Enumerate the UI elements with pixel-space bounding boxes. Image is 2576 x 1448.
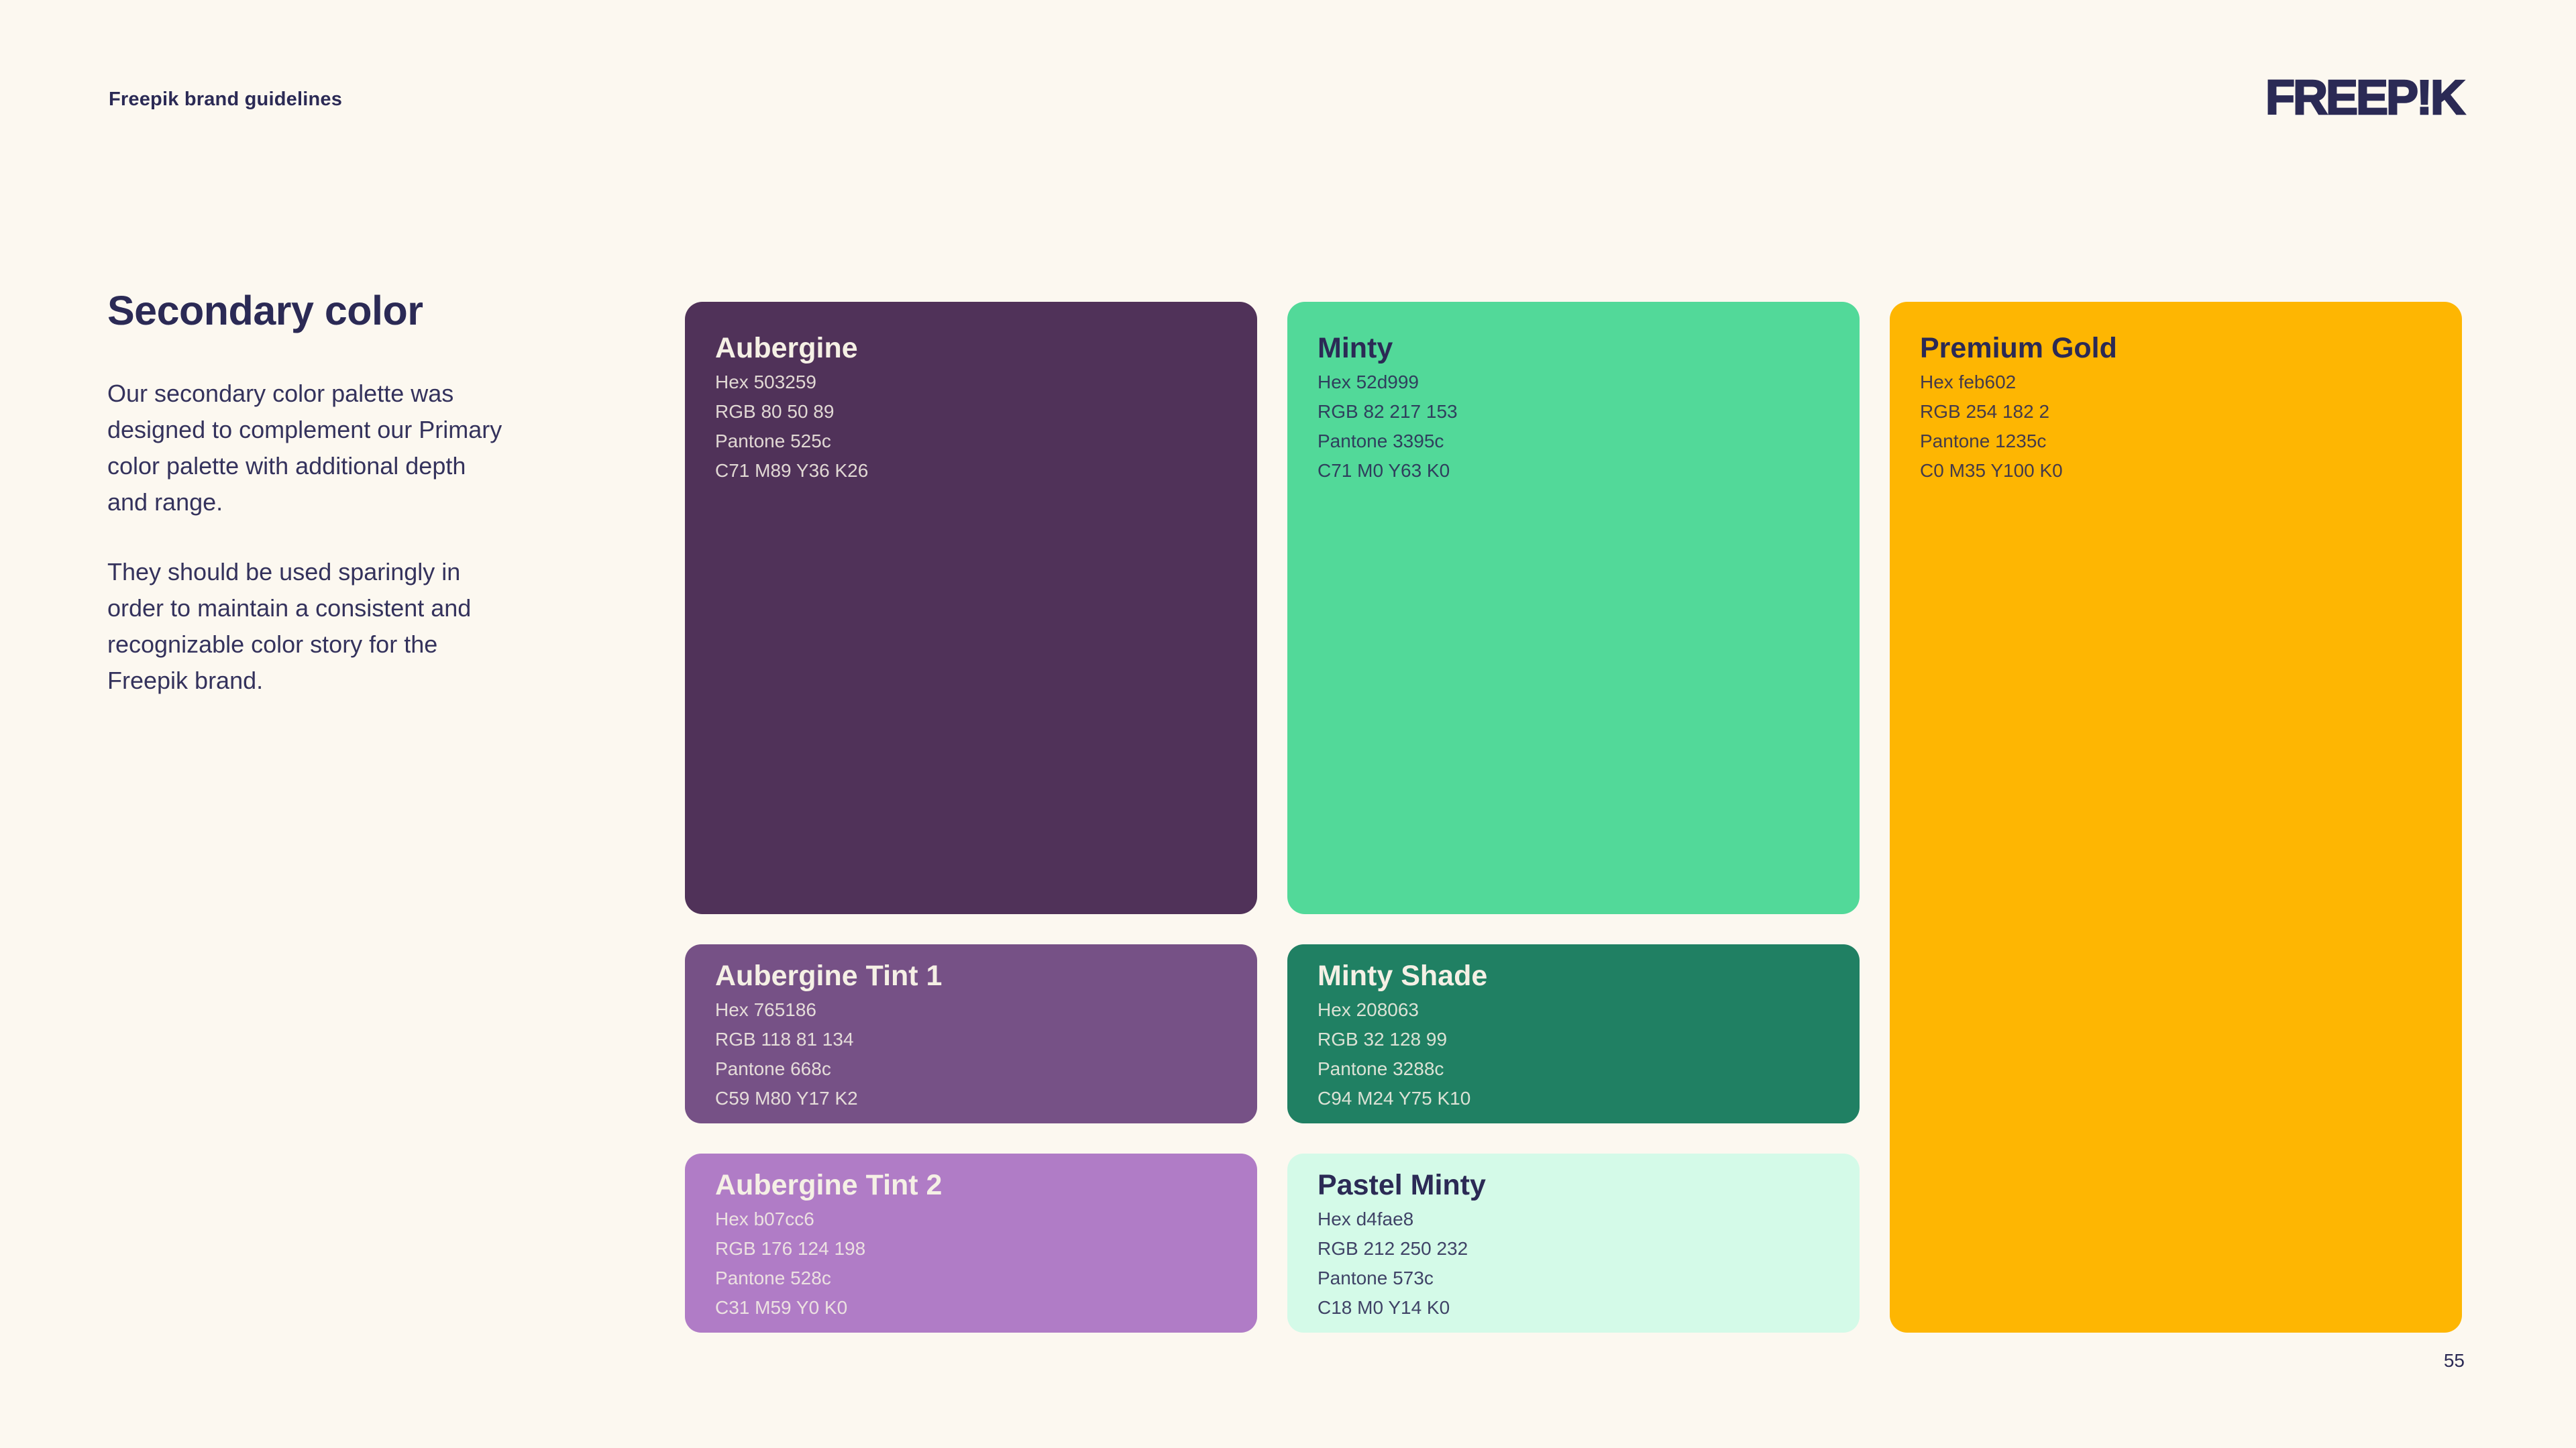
color-pantone: Pantone 573c <box>1318 1268 1434 1288</box>
color-cmyk: C18 M0 Y14 K0 <box>1318 1297 1450 1318</box>
color-rgb: RGB 254 182 2 <box>1920 401 2050 422</box>
color-cmyk: C94 M24 Y75 K10 <box>1318 1088 1471 1109</box>
intro-paragraph-2: They should be used sparingly in order t… <box>107 558 472 694</box>
color-card-aubergine-tint-1: Aubergine Tint 1 Hex 765186 RGB 118 81 1… <box>685 944 1257 1123</box>
freepik-logo: FREEP!K <box>2265 71 2467 125</box>
color-pantone: Pantone 528c <box>715 1268 831 1288</box>
color-pantone: Pantone 668c <box>715 1058 831 1079</box>
color-pantone: Pantone 1235c <box>1920 431 2047 451</box>
color-hex: Hex 52d999 <box>1318 372 1419 392</box>
page-number: 55 <box>2443 1350 2465 1371</box>
color-name: Aubergine Tint 1 <box>715 960 943 992</box>
intro-paragraph-1: Our secondary color palette was designed… <box>107 380 502 516</box>
color-cmyk: C71 M89 Y36 K26 <box>715 460 869 481</box>
color-cmyk: C0 M35 Y100 K0 <box>1920 460 2063 481</box>
color-pantone: Pantone 3288c <box>1318 1058 1444 1079</box>
color-name: Aubergine <box>715 332 858 364</box>
color-hex: Hex 765186 <box>715 999 817 1020</box>
color-pantone: Pantone 525c <box>715 431 831 451</box>
color-cmyk: C59 M80 Y17 K2 <box>715 1088 858 1109</box>
color-rgb: RGB 212 250 232 <box>1318 1238 1468 1259</box>
color-hex: Hex feb602 <box>1920 372 2017 392</box>
color-hex: Hex d4fae8 <box>1318 1209 1414 1229</box>
color-card-aubergine-tint-2: Aubergine Tint 2 Hex b07cc6 RGB 176 124 … <box>685 1154 1257 1333</box>
color-rgb: RGB 118 81 134 <box>715 1029 854 1050</box>
header-title: Freepik brand guidelines <box>109 89 343 110</box>
color-cmyk: C71 M0 Y63 K0 <box>1318 460 1450 481</box>
color-cards-grid: Aubergine Hex 503259 RGB 80 50 89 Panton… <box>685 302 2462 1333</box>
color-rgb: RGB 82 217 153 <box>1318 401 1458 422</box>
color-name: Pastel Minty <box>1318 1169 1486 1201</box>
color-hex: Hex 208063 <box>1318 999 1419 1020</box>
color-hex: Hex b07cc6 <box>715 1209 814 1229</box>
color-hex: Hex 503259 <box>715 372 817 392</box>
color-card-minty: Minty Hex 52d999 RGB 82 217 153 Pantone … <box>1287 302 1860 914</box>
color-pantone: Pantone 3395c <box>1318 431 1444 451</box>
color-card-pastel-minty: Pastel Minty Hex d4fae8 RGB 212 250 232 … <box>1287 1154 1860 1333</box>
color-card-premium-gold: Premium Gold Hex feb602 RGB 254 182 2 Pa… <box>1890 302 2462 1333</box>
color-name: Minty <box>1318 332 1393 364</box>
color-card-aubergine: Aubergine Hex 503259 RGB 80 50 89 Panton… <box>685 302 1257 914</box>
color-name: Premium Gold <box>1920 332 2117 364</box>
color-name: Aubergine Tint 2 <box>715 1169 943 1201</box>
color-rgb: RGB 80 50 89 <box>715 401 835 422</box>
page-title: Secondary color <box>107 288 423 333</box>
color-card-minty-shade: Minty Shade Hex 208063 RGB 32 128 99 Pan… <box>1287 944 1860 1123</box>
color-name: Minty Shade <box>1318 960 1488 992</box>
color-rgb: RGB 32 128 99 <box>1318 1029 1448 1050</box>
color-rgb: RGB 176 124 198 <box>715 1238 866 1259</box>
intro-text: Our secondary color palette was designed… <box>107 376 604 732</box>
color-cmyk: C31 M59 Y0 K0 <box>715 1297 848 1318</box>
